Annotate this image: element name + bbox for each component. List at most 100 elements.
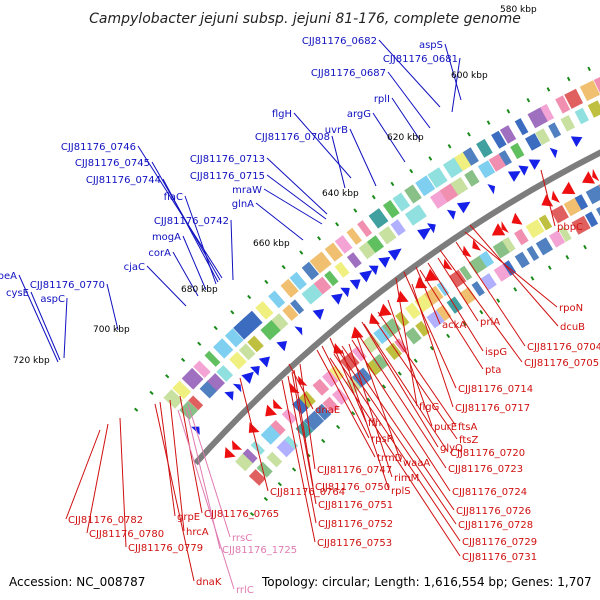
reverse-label: CJJ81176_0705 (524, 358, 599, 369)
inner-tick-mark (565, 255, 570, 260)
reverse-gene-arrow (582, 171, 595, 184)
tick-label: 580 kbp (500, 5, 537, 15)
forward-label: speA (0, 271, 17, 282)
accession-text: Accession: NC_008787 (9, 575, 145, 589)
reverse-label: CJJ81176_0747 (317, 465, 392, 476)
forward-label: aspC (40, 294, 65, 305)
forward-connector (387, 71, 431, 129)
reverse-gene-arrow (561, 181, 576, 195)
inner-tick-mark (277, 482, 282, 487)
forward-label: CJJ81176_0746 (61, 142, 136, 153)
forward-connector (137, 145, 223, 279)
reverse-label: trmD (377, 453, 403, 464)
reverse-label: CJJ81176_0720 (450, 448, 525, 459)
inner-tick-mark (496, 298, 501, 303)
reverse-connector (321, 345, 370, 439)
forward-label: CJJ81176_0745 (75, 158, 150, 169)
reverse-connector (387, 299, 433, 427)
reverse-label: rpoN (559, 303, 583, 314)
inner-gc-block (322, 396, 339, 414)
outer-cog-block (188, 395, 204, 411)
outer-gc-block (415, 175, 436, 197)
outer-cog-block (238, 343, 256, 361)
outer-cog-block (271, 313, 289, 331)
outer-cog-block (207, 373, 225, 391)
reverse-connector (281, 379, 316, 543)
inner-gc-block (526, 245, 540, 261)
outer-tick-mark (247, 294, 252, 300)
forward-label: CJJ81176_0744 (86, 175, 161, 186)
forward-gene-arrow (312, 309, 324, 320)
outer-tick-mark (197, 341, 202, 346)
forward-connector (184, 195, 217, 285)
forward-connector (293, 112, 352, 179)
reverse-connector (179, 395, 203, 514)
outer-gc-block (346, 227, 362, 245)
reverse-label: dcuB (560, 322, 585, 333)
outer-gc-block (454, 151, 473, 172)
rna-label: rrlC (236, 585, 254, 596)
inner-cog-block (235, 452, 255, 472)
outer-cog-block (260, 319, 281, 341)
forward-connector (263, 188, 323, 225)
reverse-label: CJJ81176_0729 (462, 537, 537, 548)
outer-gc-block (289, 271, 307, 291)
reverse-connector (357, 333, 447, 469)
forward-gene-arrow (250, 366, 260, 376)
inner-gc-block (352, 367, 373, 388)
inner-tick-mark (583, 244, 587, 250)
inner-gc-block (315, 403, 332, 421)
outer-gc-block (172, 380, 192, 400)
outer-gc-block (579, 80, 600, 102)
inner-cog-block (270, 420, 286, 436)
inner-cog-block (538, 214, 553, 231)
reverse-connector (287, 375, 317, 524)
outer-cog-block (229, 351, 247, 370)
reverse-gene-arrow (592, 168, 600, 182)
forward-label: CJJ81176_0713 (190, 154, 265, 165)
reverse-connector (86, 423, 109, 534)
outer-cog-block (510, 142, 525, 160)
outer-gc-block (404, 184, 422, 204)
tick-label: 660 kbp (253, 239, 290, 249)
outer-cog-block (247, 335, 264, 353)
reverse-connector (341, 349, 390, 491)
rna-label: rrsC (232, 533, 252, 544)
outer-cog-block (313, 276, 332, 295)
outer-gc-block (163, 389, 183, 409)
reverse-label: CJJ81176_0726 (456, 506, 531, 517)
forward-connector (331, 135, 346, 189)
outer-tick-mark (390, 181, 395, 187)
outer-cog-block (282, 304, 299, 321)
reverse-gene-arrow (551, 190, 560, 203)
forward-gene-arrow (378, 256, 391, 268)
outer-gc-block (368, 208, 389, 229)
reverse-gene-arrow (501, 221, 509, 233)
inner-gc-block (276, 438, 295, 458)
inner-cog-block (502, 237, 516, 253)
reverse-label: rplS (391, 486, 411, 497)
forward-gene-arrow (294, 326, 303, 336)
reverse-connector (337, 349, 457, 525)
forward-label: mogA (152, 232, 181, 243)
inner-gc-block (345, 374, 365, 394)
reverse-connector (377, 311, 457, 427)
outer-gc-block (514, 118, 529, 136)
outer-cog-block (179, 400, 199, 420)
reverse-gene-arrow (541, 194, 554, 207)
forward-connector (391, 97, 421, 141)
inner-gc-block (365, 359, 382, 376)
forward-connector (266, 157, 328, 215)
reverse-label: CJJ81176_0723 (448, 464, 523, 475)
tick-label: 680 kbp (181, 285, 218, 295)
forward-connector (106, 283, 119, 331)
outer-gc-block (324, 242, 343, 262)
inner-tick-mark (530, 276, 535, 281)
outer-gc-block (193, 360, 211, 378)
forward-gene-arrow (528, 159, 541, 170)
reverse-connector (333, 353, 461, 542)
forward-gene-arrow (570, 136, 583, 147)
inner-gc-block (436, 304, 452, 322)
outer-gc-block (491, 130, 507, 149)
inner-cog-block (550, 205, 569, 224)
